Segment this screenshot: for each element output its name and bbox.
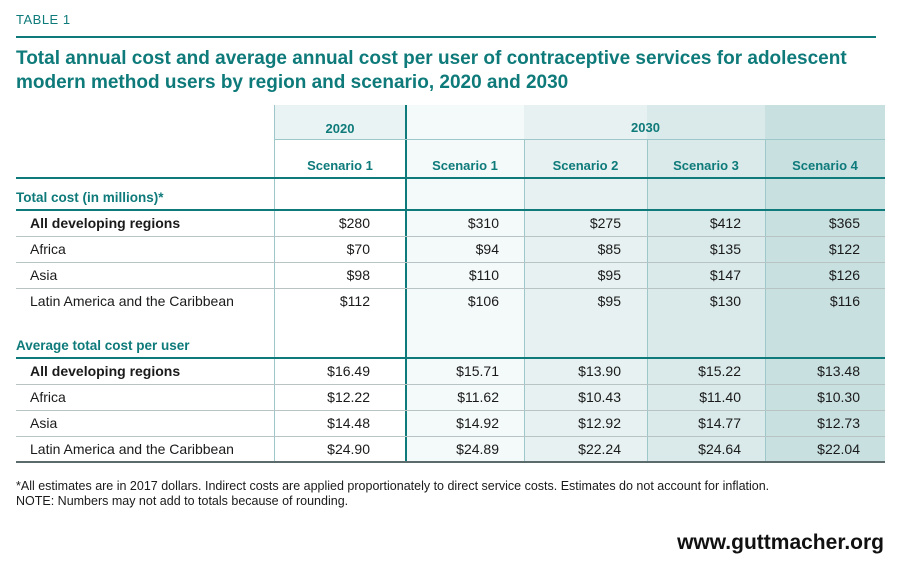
scenario-header: Scenario 2 [552, 158, 619, 173]
cell-value: $280 [338, 215, 370, 231]
cell-value: $24.64 [698, 441, 741, 457]
cell-value: $11.40 [699, 389, 741, 405]
scenario-header: Scenario 1 [432, 158, 498, 173]
section-title: Total cost (in millions)* [16, 190, 164, 205]
year-2020-header: 2020 [325, 121, 355, 136]
website-url: www.guttmacher.org [677, 531, 884, 554]
cell-value: $14.92 [456, 415, 499, 431]
cell-value: $95 [597, 293, 621, 309]
header-rule [16, 177, 885, 179]
section-rule [16, 357, 885, 359]
shade-2020-header [274, 105, 406, 139]
cell-value: $135 [709, 241, 741, 257]
divider-s3 [647, 139, 648, 463]
row-label: Latin America and the Caribbean [30, 441, 234, 457]
row-label: All developing regions [30, 215, 181, 231]
footnote-estimates: *All estimates are in 2017 dollars. Indi… [16, 479, 770, 493]
cell-value: $15.22 [698, 363, 741, 379]
table-row: Latin America and the Caribbean $24.90 $… [16, 436, 885, 462]
cell-value: $147 [709, 267, 741, 283]
cell-value: $94 [475, 241, 499, 257]
section-title: Average total cost per user [16, 338, 190, 353]
table-label: TABLE 1 [16, 12, 71, 27]
footnotes: *All estimates are in 2017 dollars. Indi… [16, 479, 769, 509]
divider-2020 [274, 105, 275, 463]
shade-s2 [524, 105, 647, 463]
cell-value: $10.43 [578, 389, 621, 405]
cell-value: $16.49 [327, 363, 370, 379]
section-rule [16, 209, 885, 211]
cell-value: $12.73 [817, 415, 860, 431]
row-label: All developing regions [30, 363, 181, 379]
cell-value: $110 [468, 267, 499, 283]
cell-value: $14.77 [698, 415, 741, 431]
cell-value: $10.30 [817, 389, 860, 405]
table-row: Africa $70 $94 $85 $135 $122 [16, 236, 885, 262]
table-title: Total annual cost and average annual cos… [16, 48, 847, 93]
table-row: Asia $14.48 $14.92 $12.92 $14.77 $12.73 [16, 410, 885, 436]
cell-value: $122 [828, 241, 860, 257]
cell-value: $24.90 [327, 441, 370, 457]
cell-value: $13.48 [817, 363, 860, 379]
scenario-header: Scenario 4 [792, 158, 858, 173]
row-label: Africa [30, 389, 66, 405]
scenario-header: Scenario 1 [307, 158, 373, 173]
cell-value: $95 [597, 267, 621, 283]
cell-value: $98 [346, 267, 370, 283]
row-rule [16, 236, 885, 237]
cell-value: $12.92 [578, 415, 621, 431]
cell-value: $412 [709, 215, 741, 231]
cell-value: $116 [829, 293, 860, 309]
cell-value: $70 [346, 241, 370, 257]
row-label: Asia [30, 415, 58, 431]
row-rule [16, 436, 885, 437]
row-label: Asia [30, 267, 58, 283]
cell-value: $112 [339, 293, 370, 309]
cell-value: $85 [597, 241, 621, 257]
cell-value: $22.04 [817, 441, 860, 457]
cell-value: $13.90 [578, 363, 621, 379]
row-label: Africa [30, 241, 66, 257]
cell-value: $126 [828, 267, 860, 283]
year-2030-header: 2030 [631, 120, 660, 135]
table-row: All developing regions $280 $310 $275 $4… [16, 210, 885, 236]
shade-s4 [765, 105, 885, 463]
cell-value: $310 [467, 215, 499, 231]
divider-s2 [524, 139, 525, 463]
row-rule [16, 410, 885, 411]
table-row: All developing regions $16.49 $15.71 $13… [16, 358, 885, 384]
cell-value: $130 [709, 293, 741, 309]
row-rule [16, 384, 885, 385]
divider-s4 [765, 139, 766, 463]
cell-value: $14.48 [327, 415, 370, 431]
row-label: Latin America and the Caribbean [30, 293, 234, 309]
footnote-rounding: NOTE: Numbers may not add to totals beca… [16, 494, 349, 508]
shade-2030-s1 [406, 105, 524, 463]
cell-value: $106 [467, 293, 499, 309]
table-row: Africa $12.22 $11.62 $10.43 $11.40 $10.3… [16, 384, 885, 410]
year-rule [274, 139, 885, 140]
table-row: Asia $98 $110 $95 $147 $126 [16, 262, 885, 288]
bottom-rule [16, 461, 885, 463]
row-rule [16, 262, 885, 263]
cell-value: $365 [828, 215, 860, 231]
scenario-header: Scenario 3 [673, 158, 739, 173]
cell-value: $15.71 [456, 363, 499, 379]
cell-value: $11.62 [457, 389, 499, 405]
table-row: Latin America and the Caribbean $112 $10… [16, 288, 885, 314]
divider-year [405, 105, 407, 463]
top-rule [16, 36, 876, 38]
cell-value: $12.22 [327, 389, 370, 405]
shade-s3 [647, 105, 765, 463]
data-table: 2020 2030 Scenario 1 Scenario 1 Scenario… [16, 105, 885, 463]
cell-value: $24.89 [456, 441, 499, 457]
cell-value: $275 [589, 215, 621, 231]
cell-value: $22.24 [578, 441, 621, 457]
row-rule [16, 288, 885, 289]
